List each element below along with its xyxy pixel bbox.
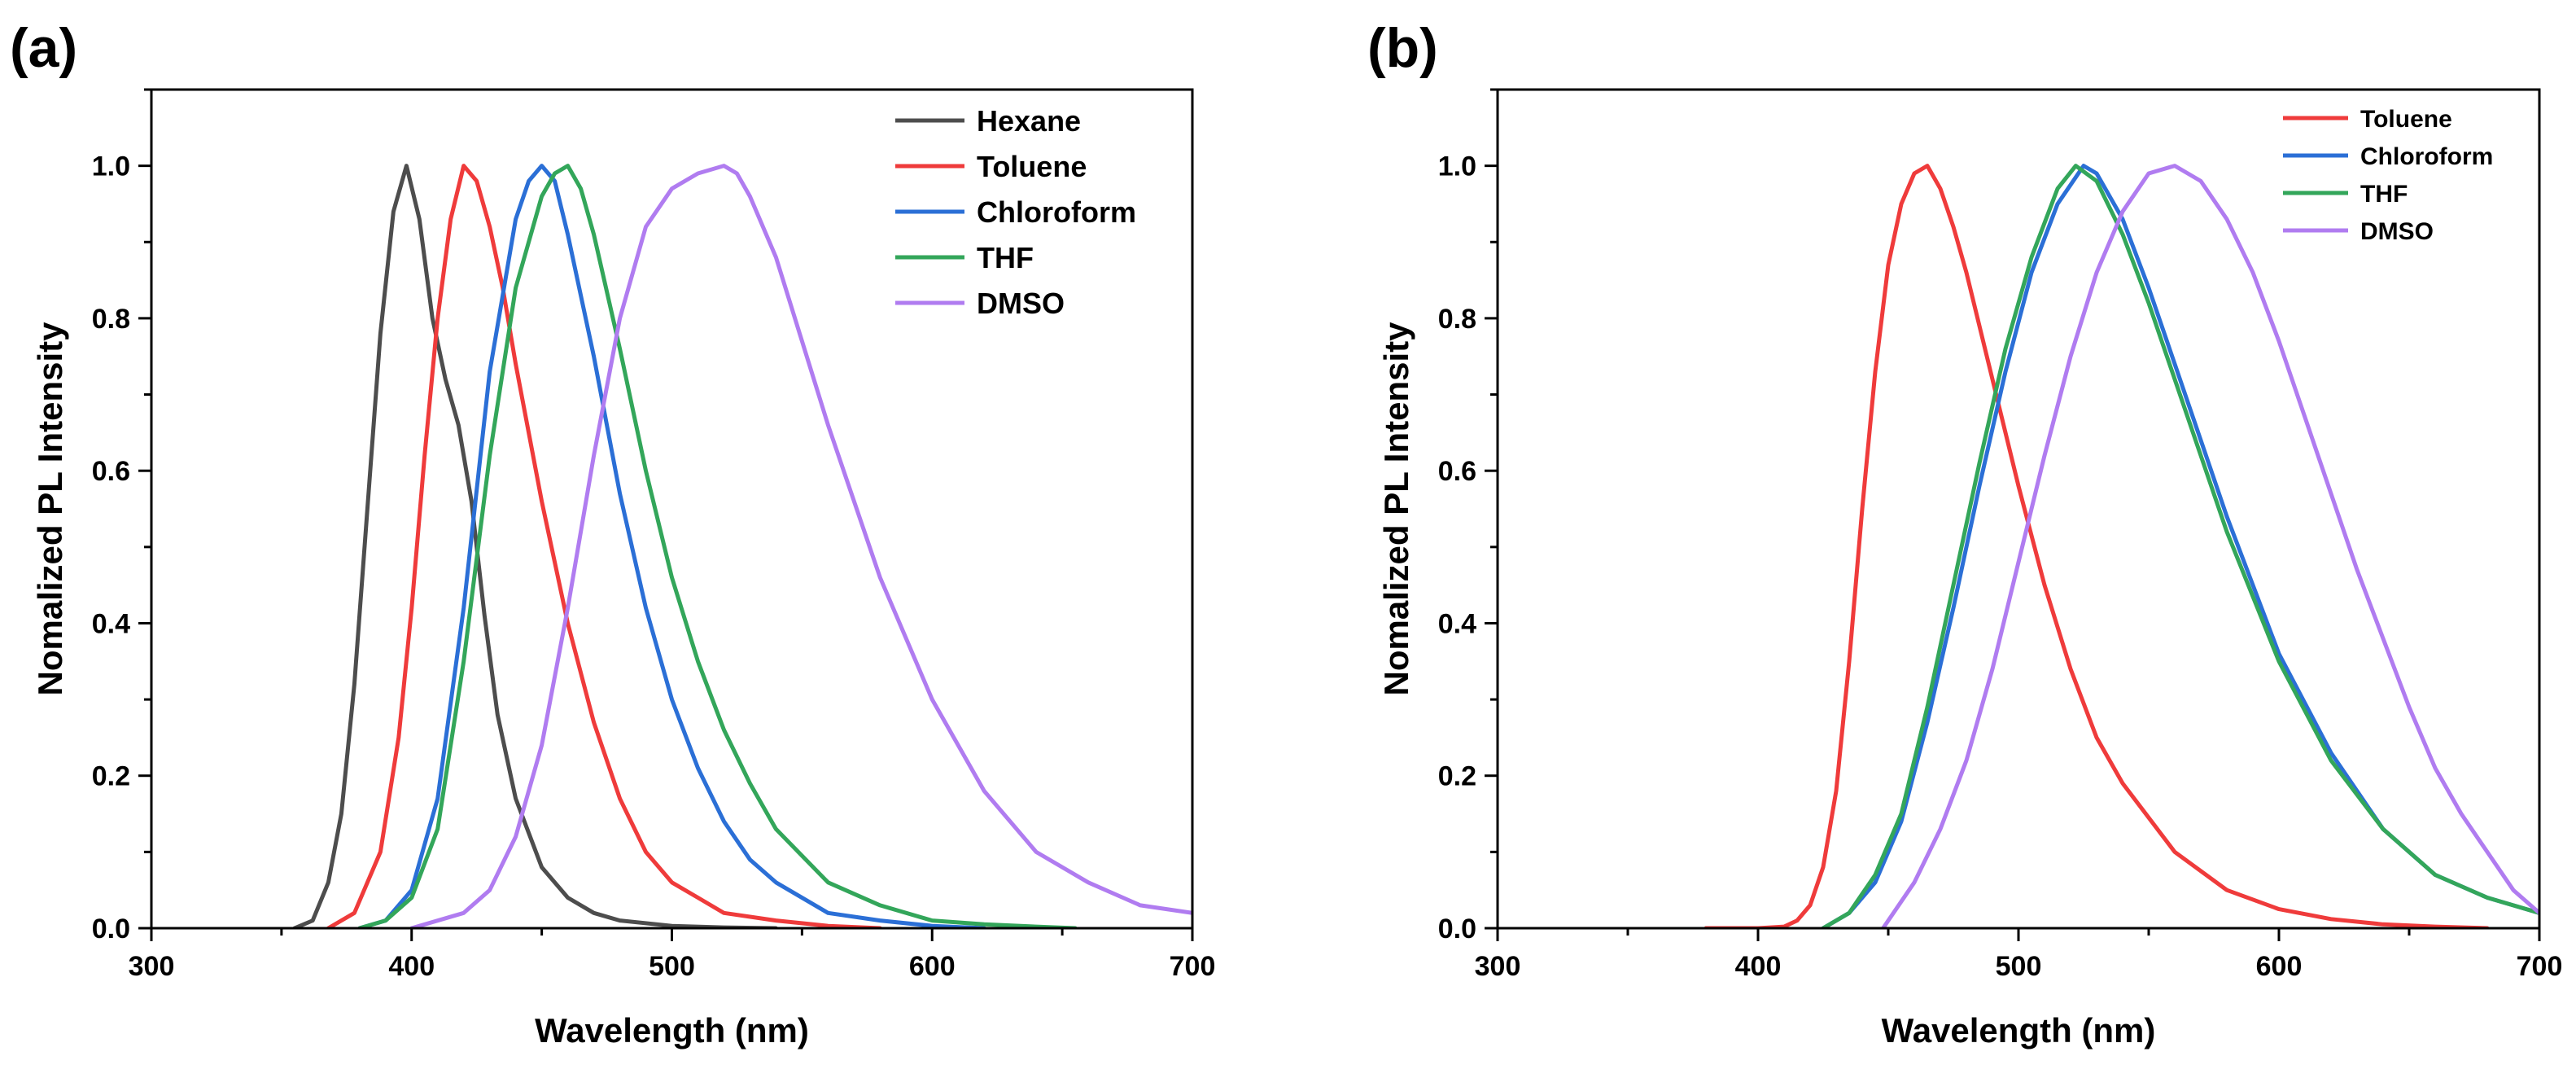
x-tick-label: 700 bbox=[1170, 951, 1216, 982]
legend-label: Toluene bbox=[977, 150, 1087, 183]
x-tick-label: 500 bbox=[1996, 951, 2042, 982]
x-tick-label: 700 bbox=[2517, 951, 2563, 982]
y-tick-label: 1.0 bbox=[1438, 151, 1476, 182]
plot-frame bbox=[1496, 88, 2541, 930]
panel-a: (a) 300 400 500 600 700 0.0 0.2 0.4 0.6 0.8 1.0 Wave… bbox=[10, 17, 1215, 1050]
y-tick-label: 0.4 bbox=[92, 608, 130, 639]
panel-label: (b) bbox=[1367, 17, 1438, 79]
series-line-dmso bbox=[409, 164, 1192, 928]
y-axis-title: Nomalized PL Intensity bbox=[1377, 322, 1415, 696]
series-line-thf bbox=[1821, 164, 2539, 928]
legend-label: THF bbox=[977, 241, 1034, 274]
y-tick-label: 0.2 bbox=[1438, 761, 1476, 792]
y-tick-label: 0.2 bbox=[92, 761, 130, 792]
legend-label: Chloroform bbox=[2360, 143, 2493, 170]
series-group bbox=[292, 164, 1192, 928]
series-group bbox=[1703, 164, 2539, 928]
series-line-chloroform bbox=[1821, 164, 2539, 928]
legend: Toluene Chloroform THF DMSO bbox=[2283, 106, 2493, 245]
legend-label: Hexane bbox=[977, 104, 1081, 138]
legend-label: DMSO bbox=[977, 287, 1065, 320]
series-line-hexane bbox=[292, 164, 778, 928]
x-axis-title: Wavelength (nm) bbox=[1882, 1011, 2156, 1050]
x-tick-label: 400 bbox=[388, 951, 435, 982]
y-tick-label: 0.6 bbox=[1438, 456, 1476, 487]
legend-label: THF bbox=[2360, 181, 2408, 208]
y-tick-label: 0.8 bbox=[1438, 304, 1476, 335]
x-axis-title: Wavelength (nm) bbox=[535, 1011, 809, 1050]
panel-label: (a) bbox=[10, 17, 77, 79]
y-tick-label: 0.6 bbox=[92, 456, 130, 487]
x-tick-label: 300 bbox=[129, 951, 175, 982]
panel-b: (b) 300 400 500 600 700 0.0 0.2 0.4 0.6 0.8 1.0 Wave… bbox=[1367, 17, 2562, 1050]
x-tick-label: 300 bbox=[1475, 951, 1521, 982]
legend-label: Toluene bbox=[2360, 106, 2452, 133]
x-tick-label: 600 bbox=[2256, 951, 2303, 982]
legend-label: Chloroform bbox=[977, 195, 1136, 229]
x-tick-label: 500 bbox=[649, 951, 695, 982]
legend-label: DMSO bbox=[2360, 218, 2434, 245]
series-line-dmso bbox=[1881, 164, 2539, 928]
legend: Hexane Toluene Chloroform THF DMSO bbox=[895, 104, 1136, 320]
x-tick-label: 400 bbox=[1735, 951, 1782, 982]
series-line-toluene bbox=[1703, 164, 2490, 928]
y-tick-label: 0.0 bbox=[1438, 914, 1476, 944]
y-tick-label: 0.8 bbox=[92, 304, 130, 335]
series-line-chloroform bbox=[357, 164, 986, 928]
x-tick-label: 600 bbox=[909, 951, 956, 982]
y-tick-label: 0.0 bbox=[92, 914, 130, 944]
y-axis-title: Nomalized PL Intensity bbox=[31, 322, 69, 696]
y-tick-label: 1.0 bbox=[92, 151, 130, 182]
series-line-thf bbox=[357, 164, 1078, 928]
y-tick-label: 0.4 bbox=[1438, 608, 1476, 639]
